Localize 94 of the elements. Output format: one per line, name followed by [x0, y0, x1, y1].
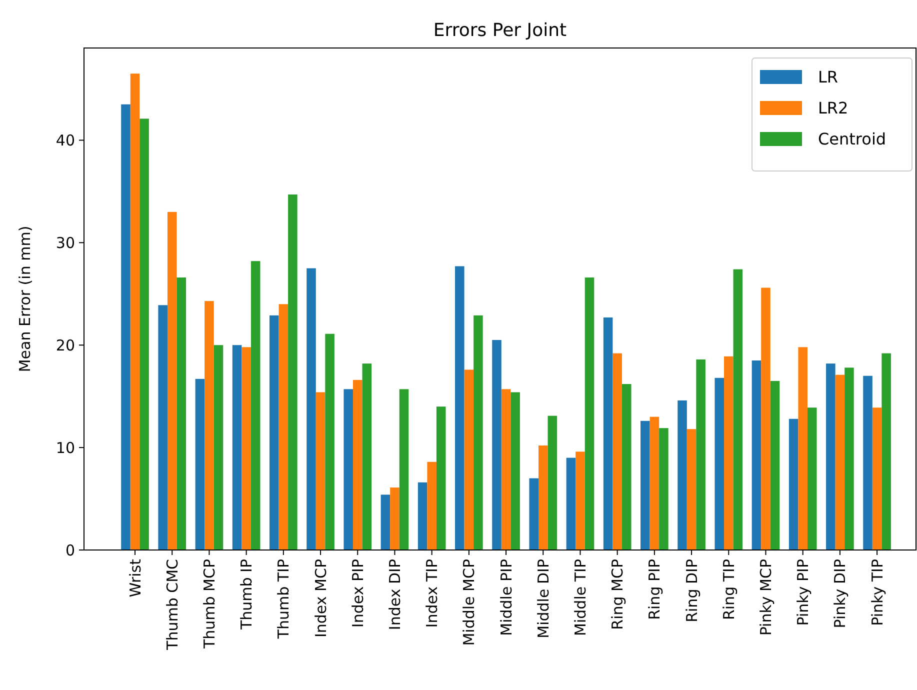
bar [158, 305, 168, 550]
bar [510, 392, 520, 550]
y-tick-label: 20 [56, 336, 75, 354]
x-tick-label: Index TIP [423, 559, 442, 628]
bar [798, 347, 808, 550]
bar [612, 353, 622, 550]
bar [167, 212, 177, 550]
bar [863, 376, 872, 550]
bar [696, 359, 706, 550]
bar [724, 356, 734, 550]
bar [316, 392, 326, 550]
bar [538, 446, 548, 550]
bar [232, 345, 242, 550]
bar [686, 429, 696, 550]
x-tick-label: Middle PIP [497, 559, 516, 636]
bar [882, 353, 891, 550]
x-tick-label: Thumb CMC [163, 559, 182, 651]
bar [872, 408, 882, 550]
bar [140, 118, 149, 550]
bar [807, 408, 817, 550]
x-tick-label: Thumb TIP [274, 559, 293, 640]
bar [270, 315, 279, 550]
y-tick-label: 40 [56, 131, 75, 150]
bar [306, 268, 316, 550]
bar [659, 428, 668, 550]
bar [714, 378, 724, 550]
x-tick-label: Index PIP [348, 559, 367, 628]
bar [399, 389, 409, 550]
y-axis-title: Mean Error (in mm) [16, 226, 34, 372]
bar [250, 261, 260, 550]
x-tick-label: Thumb IP [238, 559, 256, 631]
bar [288, 194, 298, 550]
bar [204, 301, 214, 550]
x-tick-label: Pinky TIP [868, 559, 886, 626]
x-tick-label: Ring TIP [720, 559, 738, 620]
bar [844, 368, 854, 550]
bar [640, 420, 650, 550]
bar [501, 389, 511, 550]
x-tick-label: Middle TIP [571, 559, 590, 636]
bar [455, 266, 464, 550]
bar [362, 364, 372, 550]
bar [418, 482, 428, 550]
x-tick-label: Ring DIP [682, 559, 701, 622]
y-tick-label: 10 [56, 438, 75, 457]
bar [352, 380, 362, 550]
x-tick-label: Pinky MCP [756, 559, 775, 636]
bar [492, 340, 502, 550]
bar [650, 416, 660, 550]
bar [548, 416, 558, 550]
x-tick-label: Thumb MCP [200, 559, 218, 650]
bar [242, 347, 251, 550]
bar [325, 334, 334, 550]
bar [130, 74, 140, 550]
x-tick-label: Pinky DIP [831, 559, 850, 628]
y-tick-label: 0 [65, 541, 75, 560]
bar [176, 277, 186, 550]
bar [584, 277, 594, 550]
bar [427, 462, 436, 550]
bar [474, 315, 483, 550]
bar [835, 374, 845, 550]
x-tick-label: Ring MCP [608, 559, 627, 630]
y-tick-label: 30 [56, 234, 75, 252]
bar [603, 317, 613, 550]
bar [464, 370, 474, 550]
bar [121, 104, 130, 550]
bar [752, 360, 762, 550]
x-tick-label: Middle DIP [534, 559, 552, 638]
bar [733, 269, 743, 550]
x-tick-label: Index DIP [386, 559, 404, 630]
bar [529, 478, 538, 550]
bar [344, 389, 353, 550]
bar [278, 304, 288, 550]
bar [436, 406, 446, 550]
legend-label: LR2 [818, 98, 848, 118]
bar [622, 384, 632, 550]
bar [195, 378, 205, 550]
bar [380, 494, 390, 550]
x-tick-label: Middle MCP [460, 559, 478, 646]
bar [770, 380, 780, 550]
x-tick-label: Wrist [126, 558, 144, 598]
bar [678, 400, 687, 550]
x-tick-label: Pinky PIP [794, 559, 812, 626]
x-tick-label: Index MCP [312, 559, 330, 638]
bar [390, 488, 400, 550]
bar [576, 452, 585, 550]
bar [788, 418, 798, 550]
bar [566, 458, 576, 550]
bar [214, 345, 224, 550]
legend-label: LR [818, 68, 838, 87]
chart-title: Errors Per Joint [433, 20, 567, 41]
bar [761, 288, 770, 550]
legend-label: Centroid [818, 130, 886, 149]
x-tick-label: Ring PIP [646, 559, 664, 620]
bar [826, 364, 836, 550]
